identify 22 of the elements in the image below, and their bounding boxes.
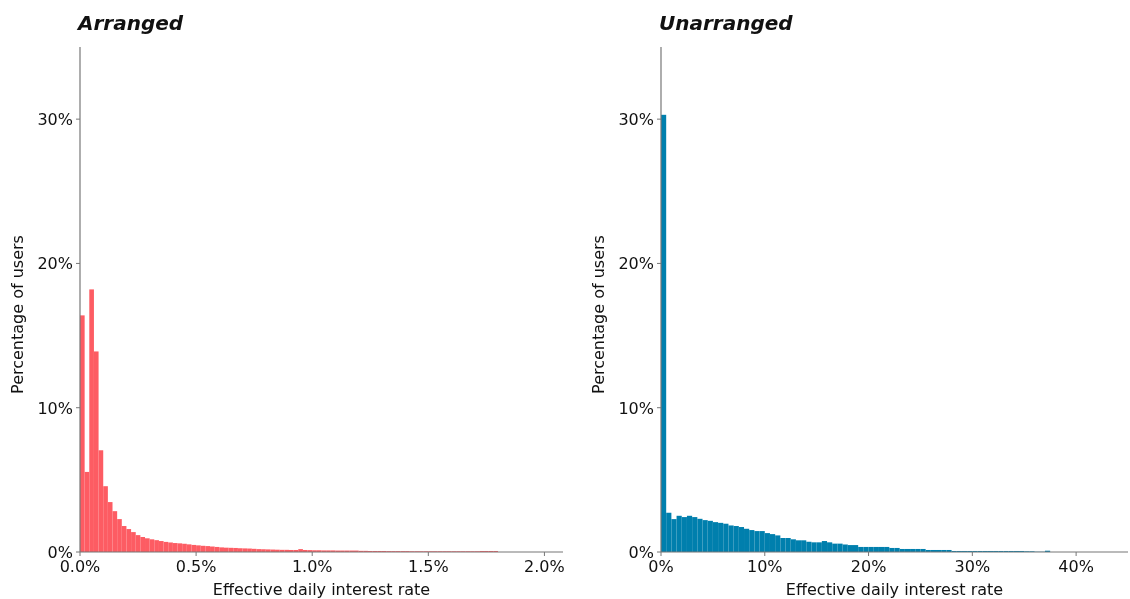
y-tick-label: 10% bbox=[618, 398, 654, 418]
x-tick-label: 10% bbox=[747, 557, 783, 576]
x-tick-label: 0.0% bbox=[59, 557, 101, 576]
x-tick-label: 40% bbox=[1058, 557, 1094, 576]
y-tick-label: 30% bbox=[618, 110, 654, 130]
x-tick-label: 0% bbox=[648, 557, 674, 576]
y-tick-label: 20% bbox=[618, 254, 654, 274]
x-tick-label: 2.0% bbox=[524, 557, 565, 576]
chart-title: Unarranged bbox=[659, 11, 794, 35]
x-tick-label: 30% bbox=[954, 557, 991, 576]
x-tick-label: 20% bbox=[850, 557, 887, 576]
y-tick-label: 10% bbox=[37, 398, 73, 418]
chart-title: Arranged bbox=[76, 11, 184, 35]
x-tick-label: 0.5% bbox=[175, 557, 217, 576]
x-axis-title: Effective daily interest rate bbox=[212, 580, 431, 599]
y-tick-label: 20% bbox=[37, 254, 73, 274]
y-axis-title: Percentage of users bbox=[8, 235, 27, 394]
x-tick-label: 1.5% bbox=[407, 557, 449, 576]
x-tick-label: 1.0% bbox=[291, 557, 333, 576]
y-axis-title: Percentage of users bbox=[589, 235, 608, 394]
y-tick-label: 30% bbox=[37, 110, 73, 130]
x-axis-title: Effective daily interest rate bbox=[785, 580, 1004, 599]
